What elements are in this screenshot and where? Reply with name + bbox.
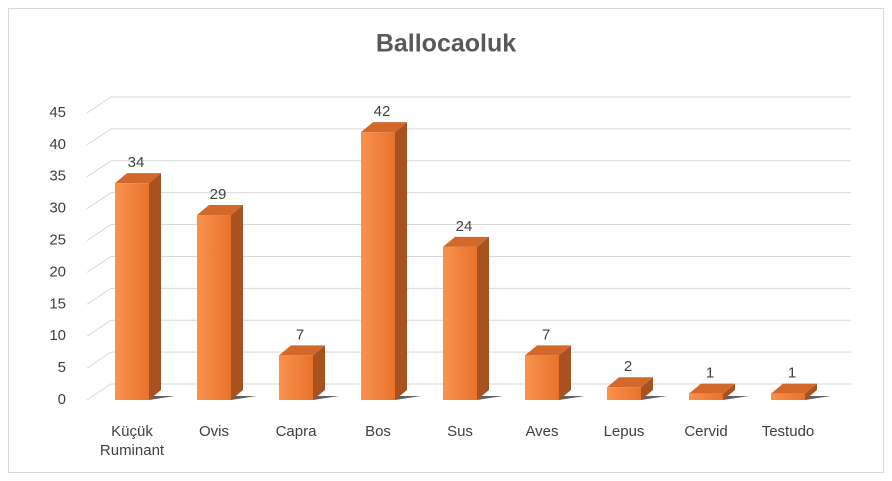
bar <box>115 183 149 400</box>
grid-line <box>86 224 851 241</box>
bar-side <box>477 236 489 400</box>
bar-top <box>525 345 571 356</box>
chart-title: Ballocaoluk <box>376 30 516 58</box>
bar-side <box>723 383 735 400</box>
data-label: 42 <box>374 103 391 120</box>
y-tick-label: 45 <box>49 104 66 121</box>
y-tick-label: 5 <box>58 359 66 376</box>
bar-side <box>149 173 161 400</box>
grid-line <box>86 160 851 178</box>
x-tick-label: Cervid <box>684 423 728 440</box>
bar-side <box>805 383 817 400</box>
grid-line <box>86 351 851 369</box>
x-tick-label: Aves <box>525 423 559 440</box>
bar-side <box>313 345 325 400</box>
bar-top <box>279 345 325 356</box>
bar-side <box>559 345 571 400</box>
y-tick-label: 0 <box>58 391 66 408</box>
data-label: 34 <box>128 154 145 171</box>
grid-line <box>86 255 851 273</box>
bar-top <box>115 173 161 184</box>
bar <box>361 132 395 400</box>
y-tick-label: 30 <box>49 200 66 217</box>
bar <box>525 355 559 400</box>
grid-line <box>86 192 851 210</box>
data-label: 29 <box>210 186 227 203</box>
bar-top <box>771 383 817 394</box>
x-tick-label: Bos <box>365 423 391 440</box>
bar-side <box>231 205 243 400</box>
y-tick-label: 10 <box>49 327 66 344</box>
grid-line <box>86 319 851 337</box>
bar <box>279 355 313 400</box>
bar-top <box>607 377 653 388</box>
bar <box>689 393 723 400</box>
grid-line <box>86 128 851 146</box>
x-tick-label: Testudo <box>761 423 815 440</box>
bar-top <box>361 122 407 133</box>
y-tick-label: 40 <box>49 136 66 153</box>
x-tick-label: Küçük Ruminant <box>99 423 165 459</box>
grid-line <box>86 287 851 305</box>
bar <box>607 387 641 400</box>
grid-line <box>86 383 851 401</box>
bar-top <box>197 205 243 216</box>
y-tick-label: 25 <box>49 232 66 249</box>
x-tick-label: Sus <box>447 423 473 440</box>
grid-line <box>86 96 851 114</box>
bar-side <box>395 122 407 400</box>
bar <box>197 215 231 400</box>
data-label: 24 <box>456 218 473 235</box>
data-label: 7 <box>542 326 550 343</box>
data-label: 2 <box>624 358 632 375</box>
data-label: 1 <box>706 365 714 382</box>
x-tick-label: Ovis <box>199 423 229 440</box>
bar-top <box>443 236 489 247</box>
y-tick-label: 35 <box>49 168 66 185</box>
data-label: 7 <box>296 326 304 343</box>
bar-side <box>641 377 653 400</box>
y-tick-label: 20 <box>49 263 66 280</box>
bar-top <box>689 383 735 394</box>
bar <box>771 393 805 400</box>
y-tick-label: 15 <box>49 295 66 312</box>
bar <box>443 246 477 400</box>
data-label: 1 <box>788 365 796 382</box>
x-tick-label: Lepus <box>603 423 645 440</box>
x-tick-label: Capra <box>275 423 317 440</box>
